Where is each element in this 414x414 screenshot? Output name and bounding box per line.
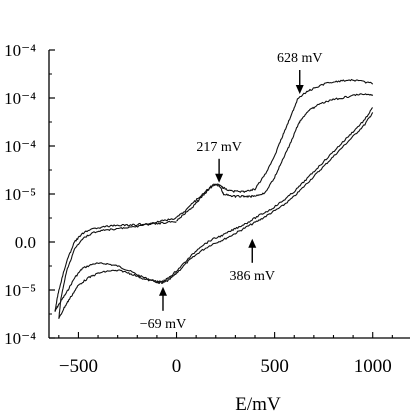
x-axis-label: E/mV — [235, 394, 281, 414]
annotation-arrowhead — [248, 238, 257, 248]
annotation-label: 386 mV — [230, 269, 276, 284]
x-tick-label: 0 — [172, 356, 182, 377]
annotation-arrowhead — [295, 85, 304, 94]
annotation-arrowhead — [158, 286, 167, 296]
axes — [48, 50, 410, 339]
x-tick-label: −500 — [59, 356, 98, 377]
voltammogram-curve — [54, 216, 177, 312]
y-tick-label: 10⁻⁵ — [4, 185, 36, 204]
y-tick-label: 10⁻⁴ — [4, 41, 36, 60]
y-tick-label: 10⁻⁵ — [4, 281, 36, 300]
annotation-arrowhead — [215, 173, 224, 183]
voltammogram-curve — [176, 78, 374, 222]
voltammogram-curve — [54, 112, 374, 312]
y-tick-label: 10⁻⁴ — [4, 89, 36, 108]
annotations: 628 mV 217 mV 386 mV −69 mV — [140, 51, 323, 332]
voltammogram-curve — [176, 93, 374, 218]
y-tick-label: 10⁻⁴ — [4, 329, 36, 348]
y-tick-label: 10⁻⁴ — [4, 137, 36, 156]
y-tick-label: 0.0 — [15, 233, 36, 252]
voltammogram-curve — [58, 220, 177, 319]
curves — [54, 78, 374, 319]
voltammogram-curve — [58, 107, 374, 319]
y-ticks: 10⁻⁴ 10⁻⁴ 10⁻⁴ 10⁻⁵ 0.0 10⁻⁵ 10⁻⁴ — [4, 41, 55, 348]
annotation-label: −69 mV — [140, 317, 186, 332]
x-tick-label: 1000 — [354, 356, 392, 377]
x-ticks: −500 0 500 1000 — [58, 332, 393, 377]
x-tick-label: 500 — [260, 356, 289, 377]
annotation-label: 217 mV — [196, 140, 242, 155]
annotation-label: 628 mV — [277, 51, 323, 66]
